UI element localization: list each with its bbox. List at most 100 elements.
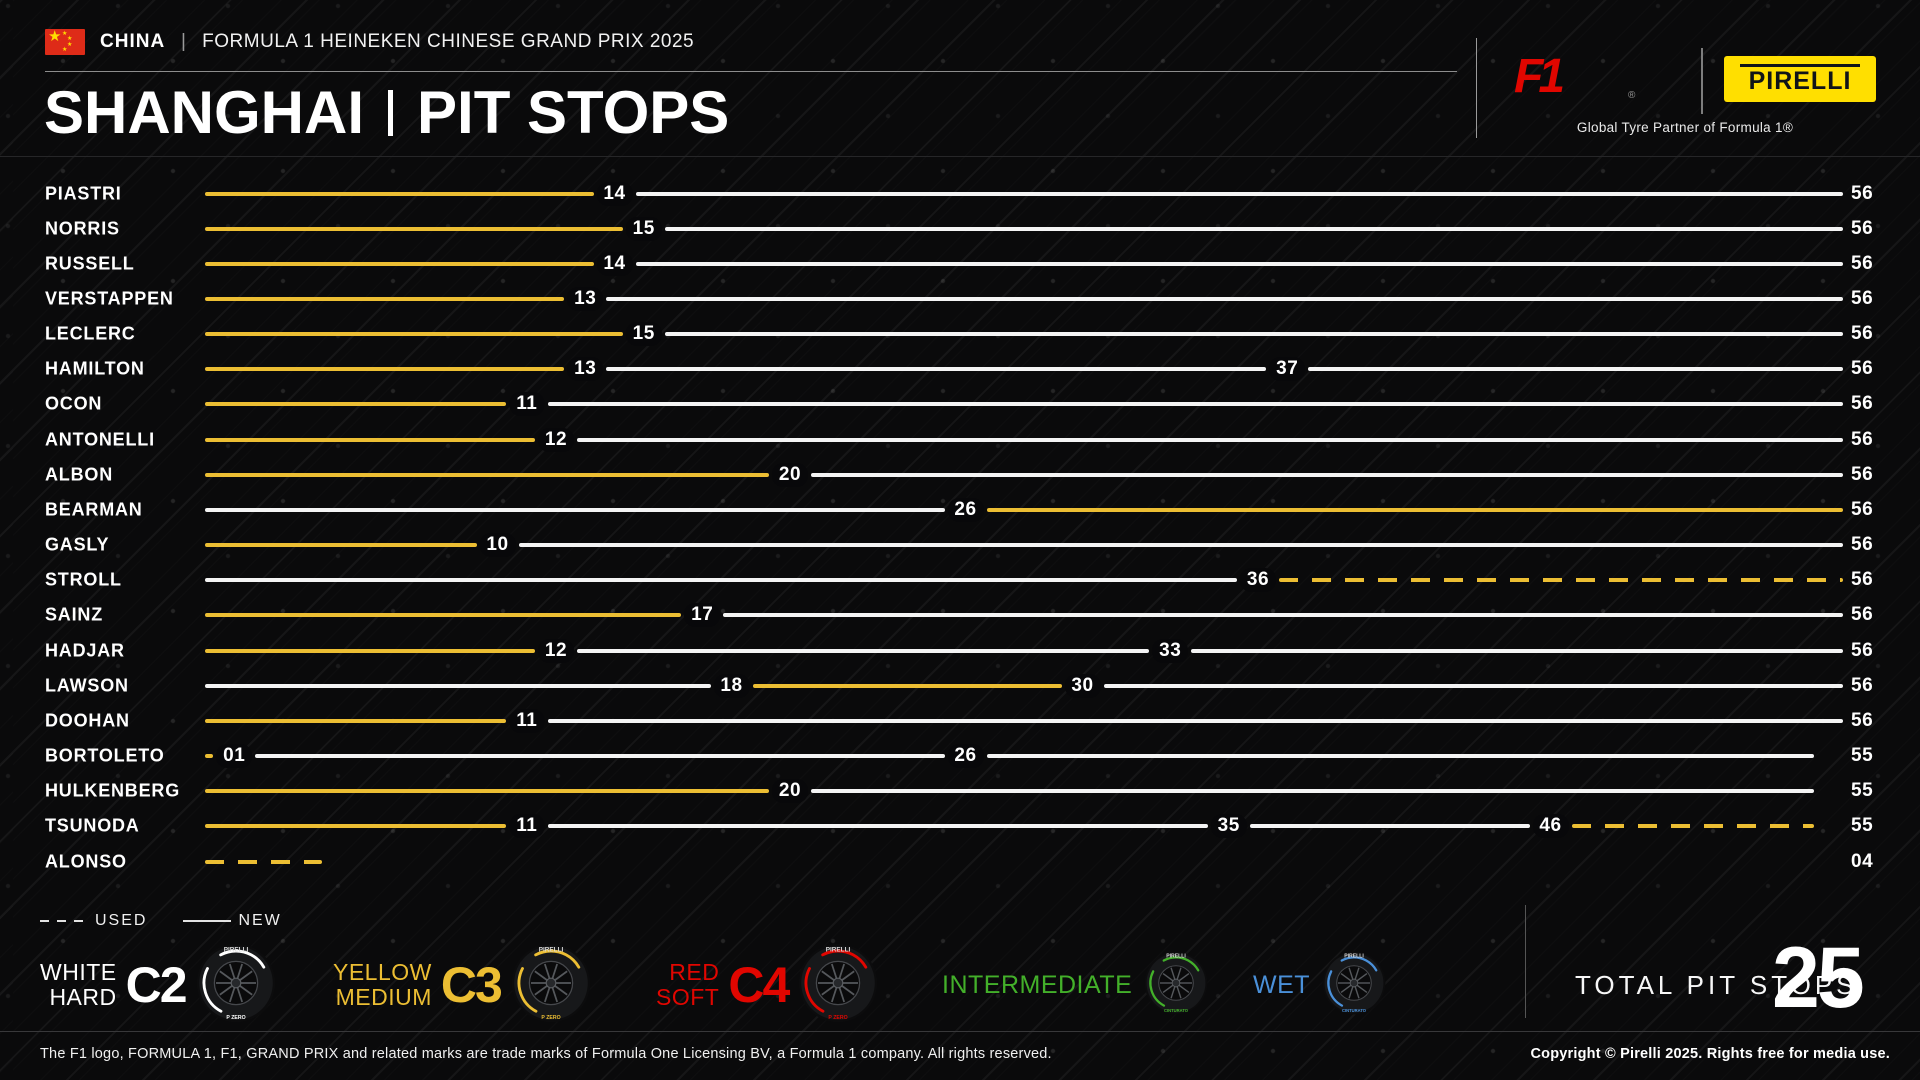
driver-name: NORRIS	[45, 218, 120, 239]
driver-row: ALONSO 04	[0, 844, 1920, 879]
driver-name: BORTOLETO	[45, 745, 165, 766]
driver-name: LECLERC	[45, 323, 136, 344]
stint-line	[205, 332, 623, 337]
tyre-compound-code: C3	[440, 957, 503, 1013]
total-laps-label: 56	[1851, 709, 1874, 731]
tyre-image: PIRELLI P ZERO	[798, 943, 878, 1028]
header-rule	[45, 71, 1457, 72]
stint-line	[205, 613, 682, 618]
tyre-compound-name: YELLOW MEDIUM	[333, 959, 432, 1010]
driver-row: RUSSELL 14 56	[0, 246, 1920, 281]
driver-row: BORTOLETO 01 26 55	[0, 739, 1920, 774]
total-laps-label: 56	[1851, 358, 1874, 380]
driver-name: BEARMAN	[45, 499, 143, 520]
stint-line	[577, 648, 1150, 653]
tyre-compound-name: WET	[1253, 970, 1311, 999]
pit-lap-label: 13	[567, 286, 604, 311]
svg-text:CINTURATO: CINTURATO	[1342, 1007, 1367, 1012]
header-vertical-divider	[1476, 38, 1477, 138]
total-laps-label: 56	[1851, 498, 1874, 520]
title-divider	[388, 90, 394, 136]
stint-line	[635, 191, 1843, 196]
driver-row: HULKENBERG 20 55	[0, 774, 1920, 809]
stint-line	[1279, 578, 1843, 583]
pit-lap-label: 11	[509, 392, 545, 417]
svg-text:PIRELLI: PIRELLI	[223, 946, 248, 953]
stint-line	[664, 226, 1843, 231]
line-style-legend: USED NEW	[40, 910, 282, 932]
tyre-icon: PIRELLI P ZERO	[196, 943, 275, 1022]
title-section: PIT STOPS	[417, 79, 730, 146]
driver-name: HAMILTON	[45, 358, 145, 379]
tyre-legend-item: RED SOFT C4 PIRELLI P ZERO	[656, 941, 878, 1029]
driver-name: ANTONELLI	[45, 429, 155, 450]
total-laps-label: 55	[1851, 780, 1874, 802]
stint-line	[811, 789, 1814, 794]
tyre-legend-item: WHITE HARD C2 PIRELLI P ZERO	[40, 941, 276, 1029]
total-laps-label: 56	[1851, 639, 1874, 661]
driver-name: TSUNODA	[45, 815, 140, 836]
total-laps-label: 56	[1851, 569, 1874, 591]
driver-row: TSUNODA 11 35 46 55	[0, 809, 1920, 844]
driver-row: STROLL 36 56	[0, 563, 1920, 598]
stint-line	[205, 718, 506, 723]
tyre-icon: PIRELLI P ZERO	[511, 943, 590, 1022]
event-header: CHINA | FORMULA 1 HEINEKEN CHINESE GRAND…	[100, 31, 694, 53]
stint-line	[1308, 367, 1843, 372]
driver-row: ALBON 20 56	[0, 457, 1920, 492]
tyre-compound-name: RED SOFT	[656, 959, 720, 1010]
page-title: SHANGHAI PIT STOPS	[44, 82, 729, 144]
tyre-compound-name: INTERMEDIATE	[942, 970, 1133, 999]
stint-line	[205, 296, 565, 301]
driver-row: HAMILTON 13 37 56	[0, 352, 1920, 387]
stint-line	[205, 437, 535, 442]
stint-line	[205, 824, 506, 829]
stint-line	[547, 824, 1208, 829]
driver-row: OCON 11 56	[0, 387, 1920, 422]
driver-name: RUSSELL	[45, 253, 135, 274]
pit-lap-label: 13	[567, 357, 604, 382]
total-laps-label: 56	[1851, 287, 1874, 309]
driver-name: PIASTRI	[45, 183, 122, 203]
pit-lap-label: 10	[479, 533, 516, 558]
tyre-icon: PIRELLI P ZERO	[799, 943, 878, 1022]
tyre-compound-code: C4	[728, 957, 790, 1013]
tyre-compound-code: C2	[125, 957, 188, 1013]
driver-row: NORRIS 15 56	[0, 211, 1920, 246]
stint-line	[752, 683, 1062, 688]
svg-text:CINTURATO: CINTURATO	[1164, 1007, 1189, 1012]
total-laps-label: 56	[1851, 534, 1874, 556]
pirelli-logo-text: PIRELLI	[1748, 67, 1852, 95]
driver-row: GASLY 10 56	[0, 528, 1920, 563]
total-laps-label: 55	[1851, 745, 1874, 767]
partner-tagline: Global Tyre Partner of Formula 1®	[1576, 120, 1794, 135]
pit-lap-label: 12	[537, 427, 575, 452]
stint-line	[205, 367, 565, 372]
title-rule	[0, 156, 1920, 157]
pit-lap-label: 12	[537, 638, 575, 663]
stint-line	[1571, 824, 1814, 829]
total-laps-label: 56	[1851, 252, 1874, 274]
total-laps-label: 56	[1851, 217, 1874, 239]
driver-name: ALONSO	[45, 851, 127, 872]
total-laps-label: 56	[1851, 463, 1874, 485]
pit-lap-label: 15	[625, 322, 662, 347]
driver-row: LAWSON 18 30 56	[0, 668, 1920, 703]
total-laps-label: 56	[1851, 182, 1874, 204]
tyre-image: PIRELLI P ZERO	[511, 943, 591, 1028]
stint-line	[205, 402, 506, 407]
pit-lap-label: 35	[1210, 814, 1247, 839]
pit-lap-label: 46	[1532, 814, 1569, 839]
driver-name: ALBON	[45, 464, 113, 485]
pit-lap-label: 33	[1152, 638, 1189, 663]
svg-text:PIRELLI: PIRELLI	[1344, 953, 1364, 959]
svg-text:P ZERO: P ZERO	[541, 1015, 560, 1021]
stint-line	[1191, 648, 1843, 653]
driver-row: SAINZ 17 56	[0, 598, 1920, 633]
stint-line	[986, 754, 1814, 759]
flag-star-icon: ★	[48, 28, 62, 45]
stint-line	[205, 648, 535, 653]
used-line-sample	[40, 920, 88, 922]
